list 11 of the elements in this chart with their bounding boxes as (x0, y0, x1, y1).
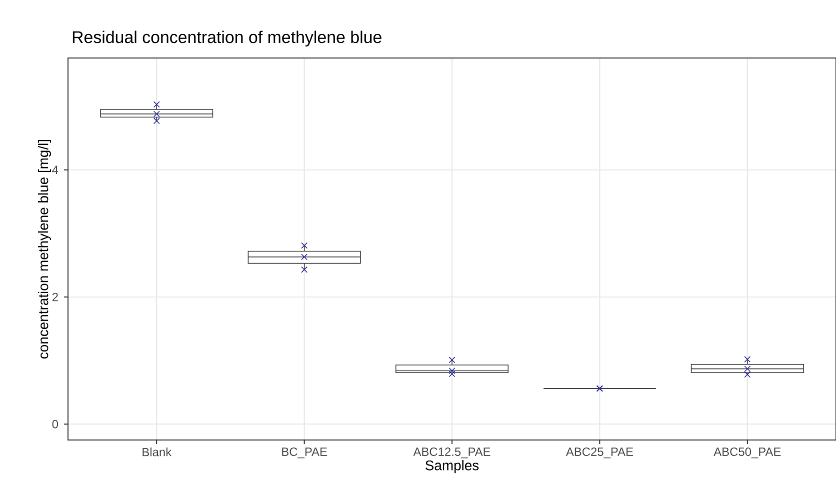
y-axis-title: concentration methylene blue [mg/l] (38, 140, 51, 358)
y-tick-label: 2 (52, 292, 58, 302)
y-tick-label: 4 (52, 166, 58, 174)
x-tick-label: ABC12.5_PAE (413, 448, 490, 458)
y-tick-label: 0 (52, 420, 58, 428)
x-tick-label: ABC25_PAE (566, 448, 633, 458)
x-axis-title: Samples (426, 460, 479, 474)
x-tick-label: Blank (142, 448, 172, 456)
x-tick-label: BC_PAE (282, 448, 327, 458)
chart-title: Residual concentration of methylene blue (72, 30, 382, 46)
x-tick-label: ABC50_PAE (714, 448, 781, 458)
